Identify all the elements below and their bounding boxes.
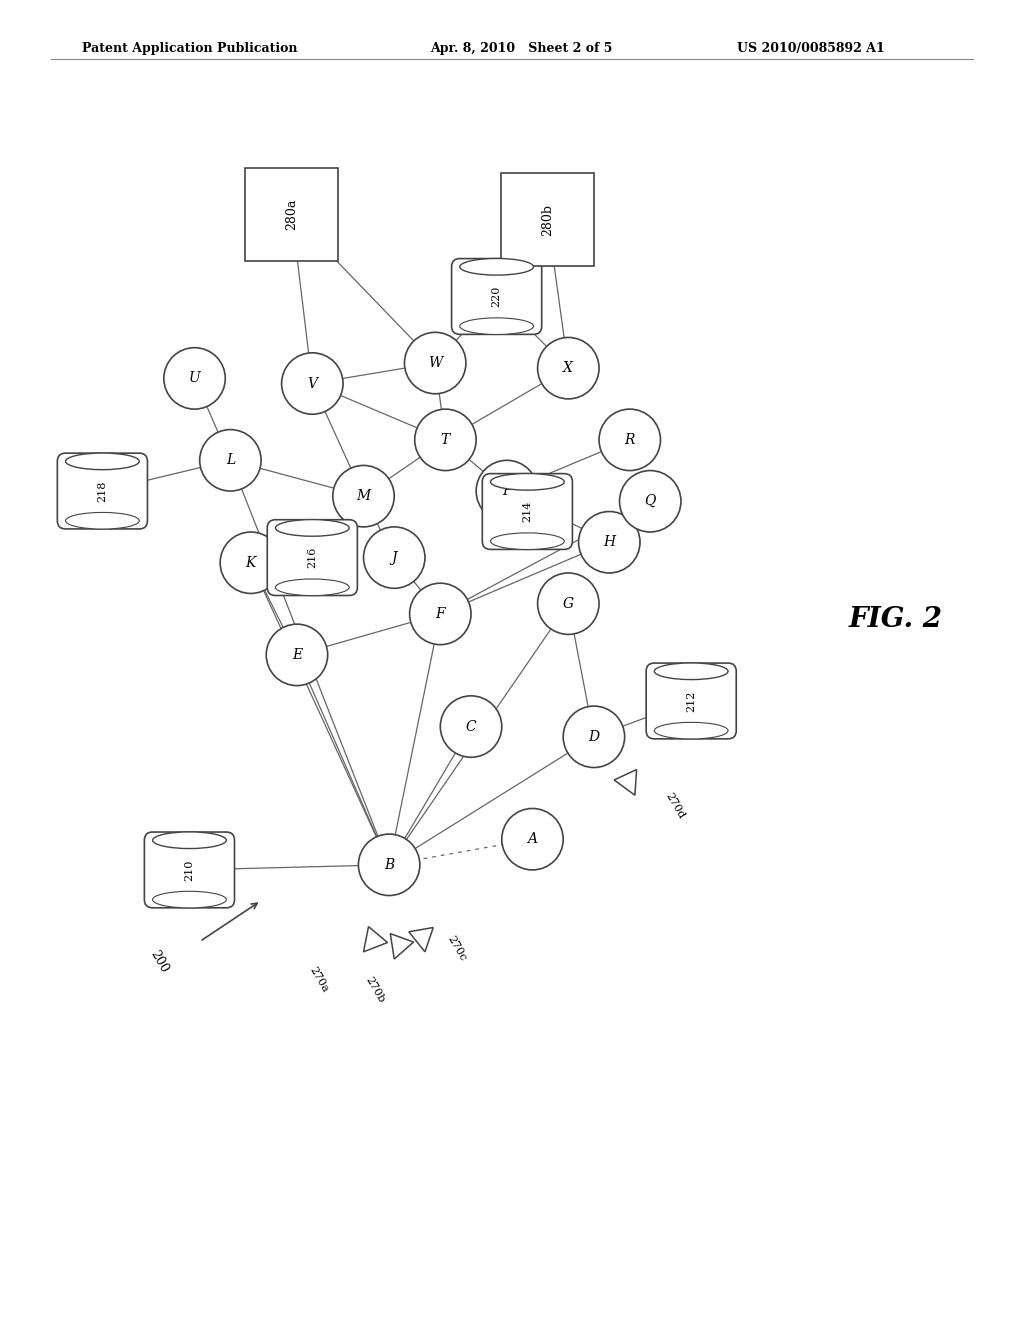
Text: 270b: 270b — [364, 975, 386, 1005]
Ellipse shape — [66, 453, 139, 470]
Circle shape — [220, 532, 282, 594]
Circle shape — [476, 461, 538, 521]
FancyBboxPatch shape — [144, 832, 234, 908]
FancyBboxPatch shape — [502, 173, 594, 267]
Text: 216: 216 — [307, 546, 317, 569]
Text: W: W — [428, 356, 442, 370]
Text: L: L — [225, 453, 236, 467]
Text: V: V — [307, 376, 317, 391]
Ellipse shape — [654, 722, 728, 739]
Ellipse shape — [275, 579, 349, 595]
Text: H: H — [603, 535, 615, 549]
Ellipse shape — [654, 663, 728, 680]
Text: 270d: 270d — [664, 791, 686, 820]
Text: 214: 214 — [522, 500, 532, 523]
Text: Patent Application Publication: Patent Application Publication — [82, 42, 297, 55]
Text: 280a: 280a — [286, 199, 298, 230]
Text: 220: 220 — [492, 286, 502, 308]
Circle shape — [599, 409, 660, 470]
Circle shape — [333, 466, 394, 527]
Circle shape — [538, 338, 599, 399]
Text: 270a: 270a — [307, 965, 330, 994]
Text: US 2010/0085892 A1: US 2010/0085892 A1 — [737, 42, 885, 55]
Text: E: E — [292, 648, 302, 661]
Circle shape — [502, 808, 563, 870]
Text: F: F — [435, 607, 445, 620]
Ellipse shape — [66, 512, 139, 529]
Circle shape — [538, 573, 599, 635]
Circle shape — [364, 527, 425, 589]
Text: P: P — [502, 484, 512, 498]
Text: 200: 200 — [147, 949, 170, 975]
Ellipse shape — [275, 520, 349, 536]
Text: FIG. 2: FIG. 2 — [849, 606, 943, 632]
Ellipse shape — [153, 891, 226, 908]
Ellipse shape — [490, 474, 564, 490]
Circle shape — [410, 583, 471, 644]
Ellipse shape — [153, 832, 226, 849]
Circle shape — [620, 470, 681, 532]
Text: A: A — [527, 832, 538, 846]
Circle shape — [563, 706, 625, 767]
Circle shape — [415, 409, 476, 470]
Circle shape — [404, 333, 466, 393]
Circle shape — [200, 429, 261, 491]
Circle shape — [440, 696, 502, 758]
Circle shape — [282, 352, 343, 414]
Ellipse shape — [460, 318, 534, 334]
Text: B: B — [384, 858, 394, 871]
Text: X: X — [563, 362, 573, 375]
Circle shape — [164, 347, 225, 409]
FancyBboxPatch shape — [482, 474, 572, 549]
Text: 210: 210 — [184, 859, 195, 880]
Text: C: C — [466, 719, 476, 734]
Text: D: D — [589, 730, 599, 743]
Text: 218: 218 — [97, 480, 108, 502]
Ellipse shape — [460, 259, 534, 275]
Text: G: G — [563, 597, 573, 611]
Text: 270c: 270c — [445, 935, 468, 964]
Text: K: K — [246, 556, 256, 570]
Circle shape — [579, 512, 640, 573]
Text: U: U — [188, 371, 201, 385]
Ellipse shape — [490, 533, 564, 549]
Text: 280b: 280b — [542, 203, 554, 236]
FancyBboxPatch shape — [267, 520, 357, 595]
FancyBboxPatch shape — [646, 663, 736, 739]
FancyBboxPatch shape — [57, 453, 147, 529]
Text: J: J — [391, 550, 397, 565]
Text: T: T — [440, 433, 451, 447]
FancyBboxPatch shape — [452, 259, 542, 334]
Circle shape — [266, 624, 328, 685]
Circle shape — [358, 834, 420, 895]
FancyBboxPatch shape — [245, 168, 338, 261]
Text: 212: 212 — [686, 690, 696, 711]
Text: M: M — [356, 490, 371, 503]
Text: Q: Q — [644, 494, 656, 508]
Text: R: R — [625, 433, 635, 447]
Text: Apr. 8, 2010   Sheet 2 of 5: Apr. 8, 2010 Sheet 2 of 5 — [430, 42, 612, 55]
